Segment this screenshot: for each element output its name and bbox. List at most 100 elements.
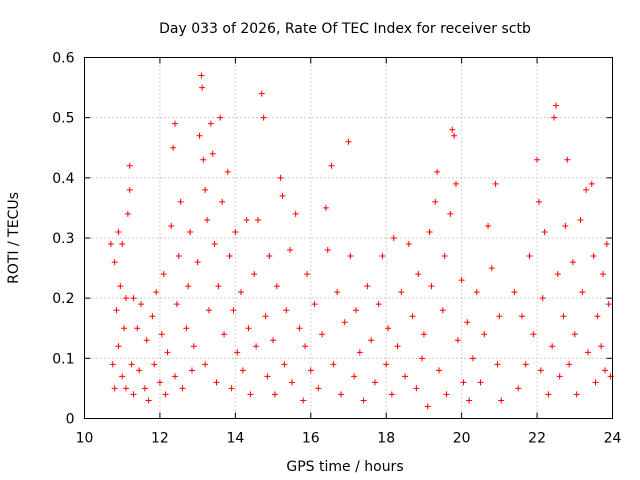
data-point bbox=[200, 156, 207, 163]
data-point bbox=[281, 361, 288, 368]
data-point bbox=[302, 343, 309, 350]
data-point bbox=[228, 385, 235, 392]
data-point bbox=[119, 373, 126, 380]
data-point bbox=[304, 271, 311, 278]
data-point bbox=[264, 373, 271, 380]
data-point bbox=[260, 114, 267, 121]
data-point bbox=[345, 138, 352, 145]
data-point bbox=[149, 313, 156, 320]
x-tick-label: 20 bbox=[453, 431, 471, 447]
data-point bbox=[592, 379, 599, 386]
y-tick-label: 0.5 bbox=[52, 111, 74, 127]
data-point bbox=[353, 307, 360, 314]
data-point bbox=[405, 241, 412, 248]
data-point bbox=[545, 391, 552, 398]
data-point bbox=[226, 253, 233, 260]
data-point bbox=[134, 325, 141, 332]
data-point bbox=[375, 301, 382, 308]
data-point bbox=[230, 307, 237, 314]
data-point bbox=[117, 283, 124, 290]
x-tick-label: 24 bbox=[604, 431, 622, 447]
data-point bbox=[413, 385, 420, 392]
data-point bbox=[126, 162, 133, 169]
data-point bbox=[390, 235, 397, 241]
data-point bbox=[394, 343, 401, 350]
data-point bbox=[481, 331, 488, 338]
data-point bbox=[449, 126, 456, 133]
x-tick-label: 10 bbox=[76, 431, 94, 447]
data-point bbox=[579, 289, 586, 296]
data-point bbox=[383, 361, 390, 368]
data-point bbox=[145, 397, 152, 404]
data-point bbox=[115, 228, 122, 235]
data-point bbox=[126, 186, 133, 193]
y-axis-label: ROTI / TECUs bbox=[6, 192, 22, 284]
data-point bbox=[347, 253, 354, 260]
data-point bbox=[409, 313, 416, 320]
data-point bbox=[307, 367, 314, 374]
data-point bbox=[426, 228, 433, 235]
data-point bbox=[368, 337, 375, 344]
data-point bbox=[360, 397, 367, 404]
data-point bbox=[452, 180, 459, 187]
data-point bbox=[554, 271, 561, 278]
data-point bbox=[172, 373, 179, 380]
data-point bbox=[279, 192, 286, 199]
data-point bbox=[288, 379, 295, 386]
y-tick-label: 0.3 bbox=[52, 231, 74, 247]
data-point bbox=[458, 277, 465, 284]
data-point bbox=[522, 361, 529, 368]
data-point bbox=[122, 295, 129, 302]
data-point bbox=[600, 271, 607, 278]
data-point bbox=[328, 162, 335, 169]
data-point bbox=[337, 391, 344, 398]
data-point bbox=[564, 156, 571, 163]
data-point bbox=[262, 313, 269, 320]
data-point bbox=[551, 114, 558, 121]
x-axis-label: GPS time / hours bbox=[286, 459, 403, 475]
data-point bbox=[141, 385, 148, 392]
data-point bbox=[454, 337, 461, 344]
data-point bbox=[136, 367, 143, 374]
data-point bbox=[439, 307, 446, 314]
data-point bbox=[185, 283, 192, 290]
grid-lines bbox=[84, 57, 613, 419]
data-point bbox=[245, 325, 252, 332]
data-point bbox=[122, 385, 129, 392]
data-point bbox=[539, 295, 546, 302]
data-point bbox=[239, 367, 246, 374]
data-point bbox=[221, 331, 228, 338]
data-point bbox=[541, 228, 548, 235]
data-point bbox=[334, 289, 341, 296]
data-point bbox=[371, 379, 378, 386]
data-point bbox=[194, 259, 201, 266]
data-point bbox=[441, 253, 448, 260]
y-tick-label: 0.2 bbox=[52, 291, 74, 307]
data-point bbox=[419, 355, 426, 362]
data-point bbox=[556, 373, 563, 380]
data-point bbox=[111, 259, 118, 266]
data-point bbox=[398, 289, 405, 296]
data-point bbox=[107, 241, 114, 248]
data-point bbox=[213, 379, 220, 386]
data-point bbox=[603, 241, 610, 248]
data-point bbox=[464, 319, 471, 326]
data-point bbox=[469, 355, 476, 362]
data-point bbox=[170, 144, 177, 151]
data-point bbox=[124, 210, 131, 217]
data-point bbox=[588, 180, 595, 187]
data-point bbox=[247, 391, 254, 398]
data-point bbox=[156, 379, 163, 386]
data-point bbox=[571, 331, 578, 338]
data-point bbox=[211, 241, 218, 248]
data-point bbox=[311, 301, 318, 308]
data-point bbox=[243, 216, 250, 223]
data-point bbox=[232, 228, 239, 235]
data-point bbox=[277, 174, 284, 181]
data-point bbox=[273, 283, 280, 290]
x-tick-label: 16 bbox=[302, 431, 320, 447]
data-point bbox=[173, 301, 180, 308]
data-point bbox=[121, 325, 128, 332]
data-point bbox=[594, 313, 601, 320]
data-point bbox=[215, 283, 222, 290]
